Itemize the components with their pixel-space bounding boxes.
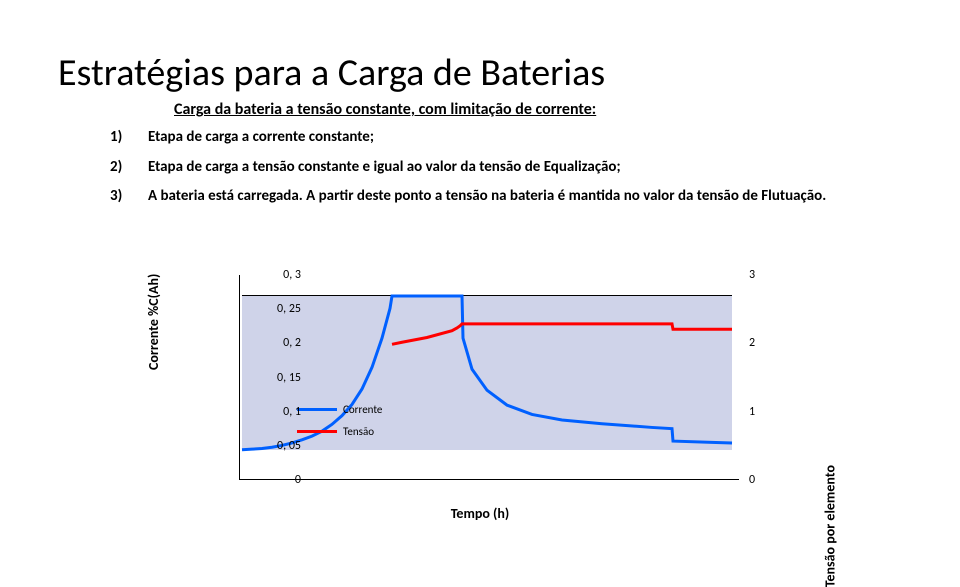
legend: Corrente Tensão — [297, 401, 382, 444]
y-tick-left: 0, 25 — [277, 302, 301, 316]
y-tick-right: 0 — [749, 473, 755, 487]
y-tick-left: 0, 05 — [277, 439, 301, 453]
y-tick-left: 0, 3 — [283, 268, 301, 282]
y-tick-left: 0 — [295, 473, 301, 487]
plot-background: Corrente Tensão — [242, 295, 732, 450]
list-item-number: 2) — [110, 158, 148, 178]
y-axis-label-left: Corrente %C(Ah) — [145, 274, 162, 370]
list-item-text: Etapa de carga a tensão constante e igua… — [148, 158, 920, 178]
legend-swatch — [297, 430, 337, 433]
x-axis-label: Tempo (h) — [155, 505, 805, 522]
slide-subtitle: Carga da bateria a tensão constante, com… — [174, 100, 596, 119]
list-item: 2) Etapa de carga a tensão constante e i… — [110, 158, 920, 178]
list-item-text: A bateria está carregada. A partir deste… — [148, 187, 920, 207]
y-tick-left: 0, 1 — [283, 405, 301, 419]
voltage-line — [392, 324, 732, 345]
y-tick-right: 2 — [749, 336, 755, 350]
list-item-number: 1) — [110, 128, 148, 148]
legend-label: Corrente — [343, 401, 382, 419]
legend-item: Corrente — [297, 401, 382, 419]
list-item-text: Etapa de carga a corrente constante; — [148, 128, 920, 148]
numbered-list: 1) Etapa de carga a corrente constante; … — [110, 128, 920, 217]
chart: Corrente %C(Ah) Tensão por elemento Temp… — [155, 275, 805, 520]
list-item-number: 3) — [110, 187, 148, 207]
y-tick-right: 1 — [749, 405, 755, 419]
legend-label: Tensão — [343, 423, 374, 441]
y-tick-left: 0, 2 — [283, 336, 301, 350]
list-item: 3) A bateria está carregada. A partir de… — [110, 187, 920, 207]
legend-swatch — [297, 408, 337, 411]
y-tick-right: 3 — [749, 268, 755, 282]
slide-title: Estratégias para a Carga de Baterias — [58, 50, 605, 96]
y-tick-left: 0, 15 — [277, 371, 301, 385]
list-item: 1) Etapa de carga a corrente constante; — [110, 128, 920, 148]
plot-area: Corrente Tensão — [239, 275, 739, 480]
legend-item: Tensão — [297, 423, 382, 441]
y-axis-label-right: Tensão por elemento — [821, 465, 838, 587]
